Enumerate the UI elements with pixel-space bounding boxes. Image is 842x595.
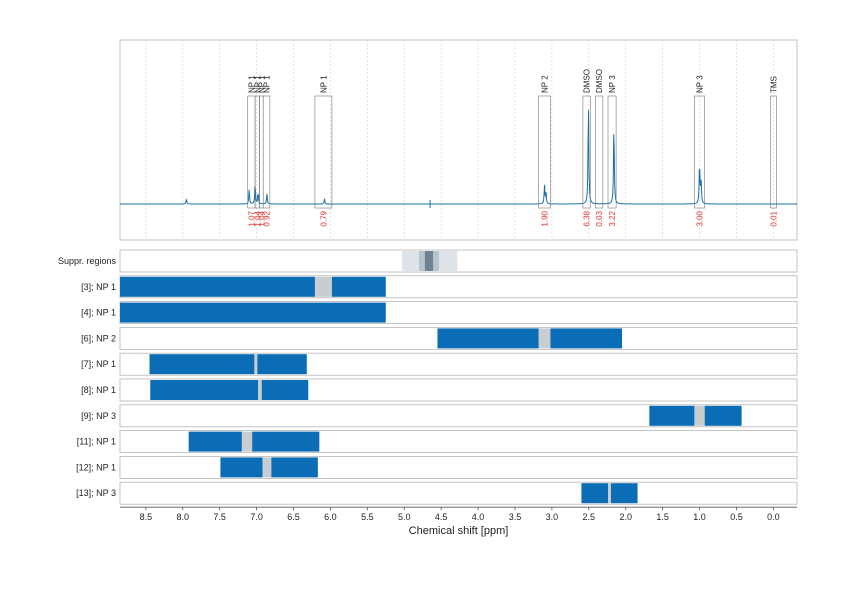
- row-3-bar-0: [149, 354, 255, 375]
- integral-value-1: 1.04: [253, 210, 262, 226]
- peak-region-label-7: DMSO: [595, 69, 604, 93]
- peak-region-box-9: [694, 95, 706, 209]
- x-tick-label-16: 0.5: [730, 512, 743, 522]
- row-0-bar-0: [120, 276, 315, 297]
- row-label-6: [11]; NP 1: [77, 437, 116, 447]
- peak-region-label-5: NP 2: [541, 75, 550, 93]
- row-0-bar-1: [331, 276, 386, 297]
- peak-regions-layer: NP 1 1.07 NP 1 1.04 NP 1 1.04 NP 1 0.92 NP 1 0.79…: [247, 69, 778, 227]
- x-axis-label: Chemical shift [ppm]: [409, 525, 509, 537]
- integral-value-5: 1.90: [541, 210, 550, 226]
- row-label-0: [3]; NP 1: [81, 282, 116, 292]
- row-2-gap-0: [538, 328, 551, 349]
- peak-region-label-2: NP 1: [257, 75, 266, 93]
- row-label-7: [12]; NP 1: [76, 462, 116, 472]
- x-tick-label-17: 0.0: [767, 512, 780, 522]
- row-2-bar-1: [550, 328, 623, 349]
- peak-region-label-8: NP 3: [608, 75, 617, 93]
- row-label-1: [4]; NP 1: [81, 308, 116, 318]
- peak-region-label-6: DMSO: [583, 69, 592, 93]
- x-tick-label-6: 5.5: [361, 512, 374, 522]
- spectrum-panel: [119, 39, 798, 241]
- peak-region-label-0: NP 1: [247, 75, 256, 93]
- row-3-bar-1: [257, 354, 307, 375]
- row-8-bar-1: [610, 483, 638, 504]
- row-4-bar-0: [150, 380, 259, 400]
- peak-region-label-1: NP 1: [253, 75, 262, 93]
- row-label-8: [13]; NP 3: [76, 488, 116, 498]
- row-label-3: [7]; NP 1: [81, 359, 116, 369]
- row-3-gap-0: [254, 354, 258, 375]
- row-4-gap-0: [258, 380, 262, 400]
- row-0-gap-0: [314, 276, 332, 297]
- integral-value-8: 3.22: [608, 210, 617, 226]
- row-6-bar-1: [252, 431, 320, 452]
- x-tick-label-9: 4.0: [472, 512, 485, 522]
- integral-value-2: 1.04: [257, 210, 266, 226]
- row-frame-5: [119, 404, 798, 428]
- row-5-gap-0: [694, 405, 705, 426]
- x-tick-label-5: 6.0: [324, 512, 337, 522]
- peak-region-box-5: [538, 95, 551, 209]
- row-7-bar-1: [271, 457, 318, 478]
- x-tick-label-0: 8.5: [140, 512, 153, 522]
- grid-layer: [145, 40, 774, 240]
- integral-value-7: 0.03: [595, 210, 604, 226]
- x-tick-label-10: 3.5: [509, 512, 522, 522]
- row-6-gap-0: [241, 431, 253, 452]
- peak-region-box-3: [262, 95, 271, 209]
- row-2-bar-0: [437, 328, 539, 349]
- peak-region-label-10: TMS: [769, 76, 778, 93]
- integral-value-10: 0.01: [769, 210, 778, 226]
- row-label-2: [6]; NP 2: [81, 333, 116, 343]
- row-8-bar-0: [581, 483, 609, 504]
- x-tick-label-3: 7.0: [250, 512, 263, 522]
- x-tick-label-1: 8.0: [176, 512, 189, 522]
- row-label-5: [9]; NP 3: [81, 411, 116, 421]
- integral-value-6: 6.38: [583, 210, 592, 226]
- x-axis: 8.5 8.0 7.5 7.0 6.5 6.0 5.5 5.0 4.5 4.0 3.5 3.0 2.5 2…: [120, 506, 797, 522]
- x-tick-label-14: 1.5: [656, 512, 669, 522]
- x-tick-label-13: 2.0: [619, 512, 632, 522]
- row-7-gap-0: [262, 457, 272, 478]
- suppression-row-frame: [119, 249, 798, 273]
- x-tick-label-4: 6.5: [287, 512, 300, 522]
- peak-region-label-3: NP 1: [263, 75, 272, 93]
- x-tick-label-7: 5.0: [398, 512, 411, 522]
- peak-region-box-4: [314, 95, 333, 209]
- peak-region-box-6: [582, 95, 591, 209]
- integral-value-0: 1.07: [247, 210, 256, 226]
- x-tick-label-11: 3.0: [546, 512, 559, 522]
- peak-region-box-2: [259, 95, 264, 209]
- spectrum-frame: [119, 39, 798, 241]
- peak-region-box-7: [595, 95, 604, 209]
- peak-region-label-9: NP 3: [696, 75, 705, 93]
- row-1-bar-0: [120, 302, 386, 323]
- row-frame-8: [119, 481, 798, 505]
- integral-value-3: 0.92: [263, 210, 272, 226]
- peak-region-box-8: [607, 95, 617, 209]
- suppression-region-2: [424, 251, 434, 271]
- row-label-4: [8]; NP 1: [81, 385, 116, 395]
- row-4-bar-1: [261, 380, 309, 400]
- integral-value-9: 3.00: [696, 210, 705, 226]
- row-5-bar-0: [649, 405, 695, 426]
- peak-region-label-4: NP 1: [319, 75, 328, 93]
- x-tick-label-12: 2.5: [583, 512, 596, 522]
- row-5-bar-1: [704, 405, 742, 426]
- peak-region-box-10: [770, 95, 777, 209]
- spectrum-line: [120, 109, 797, 205]
- row-6-bar-0: [188, 431, 242, 452]
- rows-panel: Suppr. regions [3]; NP 1 [4]; NP 1 [6]; NP …: [58, 249, 798, 505]
- integral-value-4: 0.79: [319, 210, 328, 226]
- x-tick-label-15: 1.0: [693, 512, 706, 522]
- x-tick-label-8: 4.5: [435, 512, 448, 522]
- x-tick-label-2: 7.5: [213, 512, 226, 522]
- row-8-gap-0: [608, 483, 611, 504]
- suppression-row-label: Suppr. regions: [58, 256, 117, 266]
- row-7-bar-0: [220, 457, 263, 478]
